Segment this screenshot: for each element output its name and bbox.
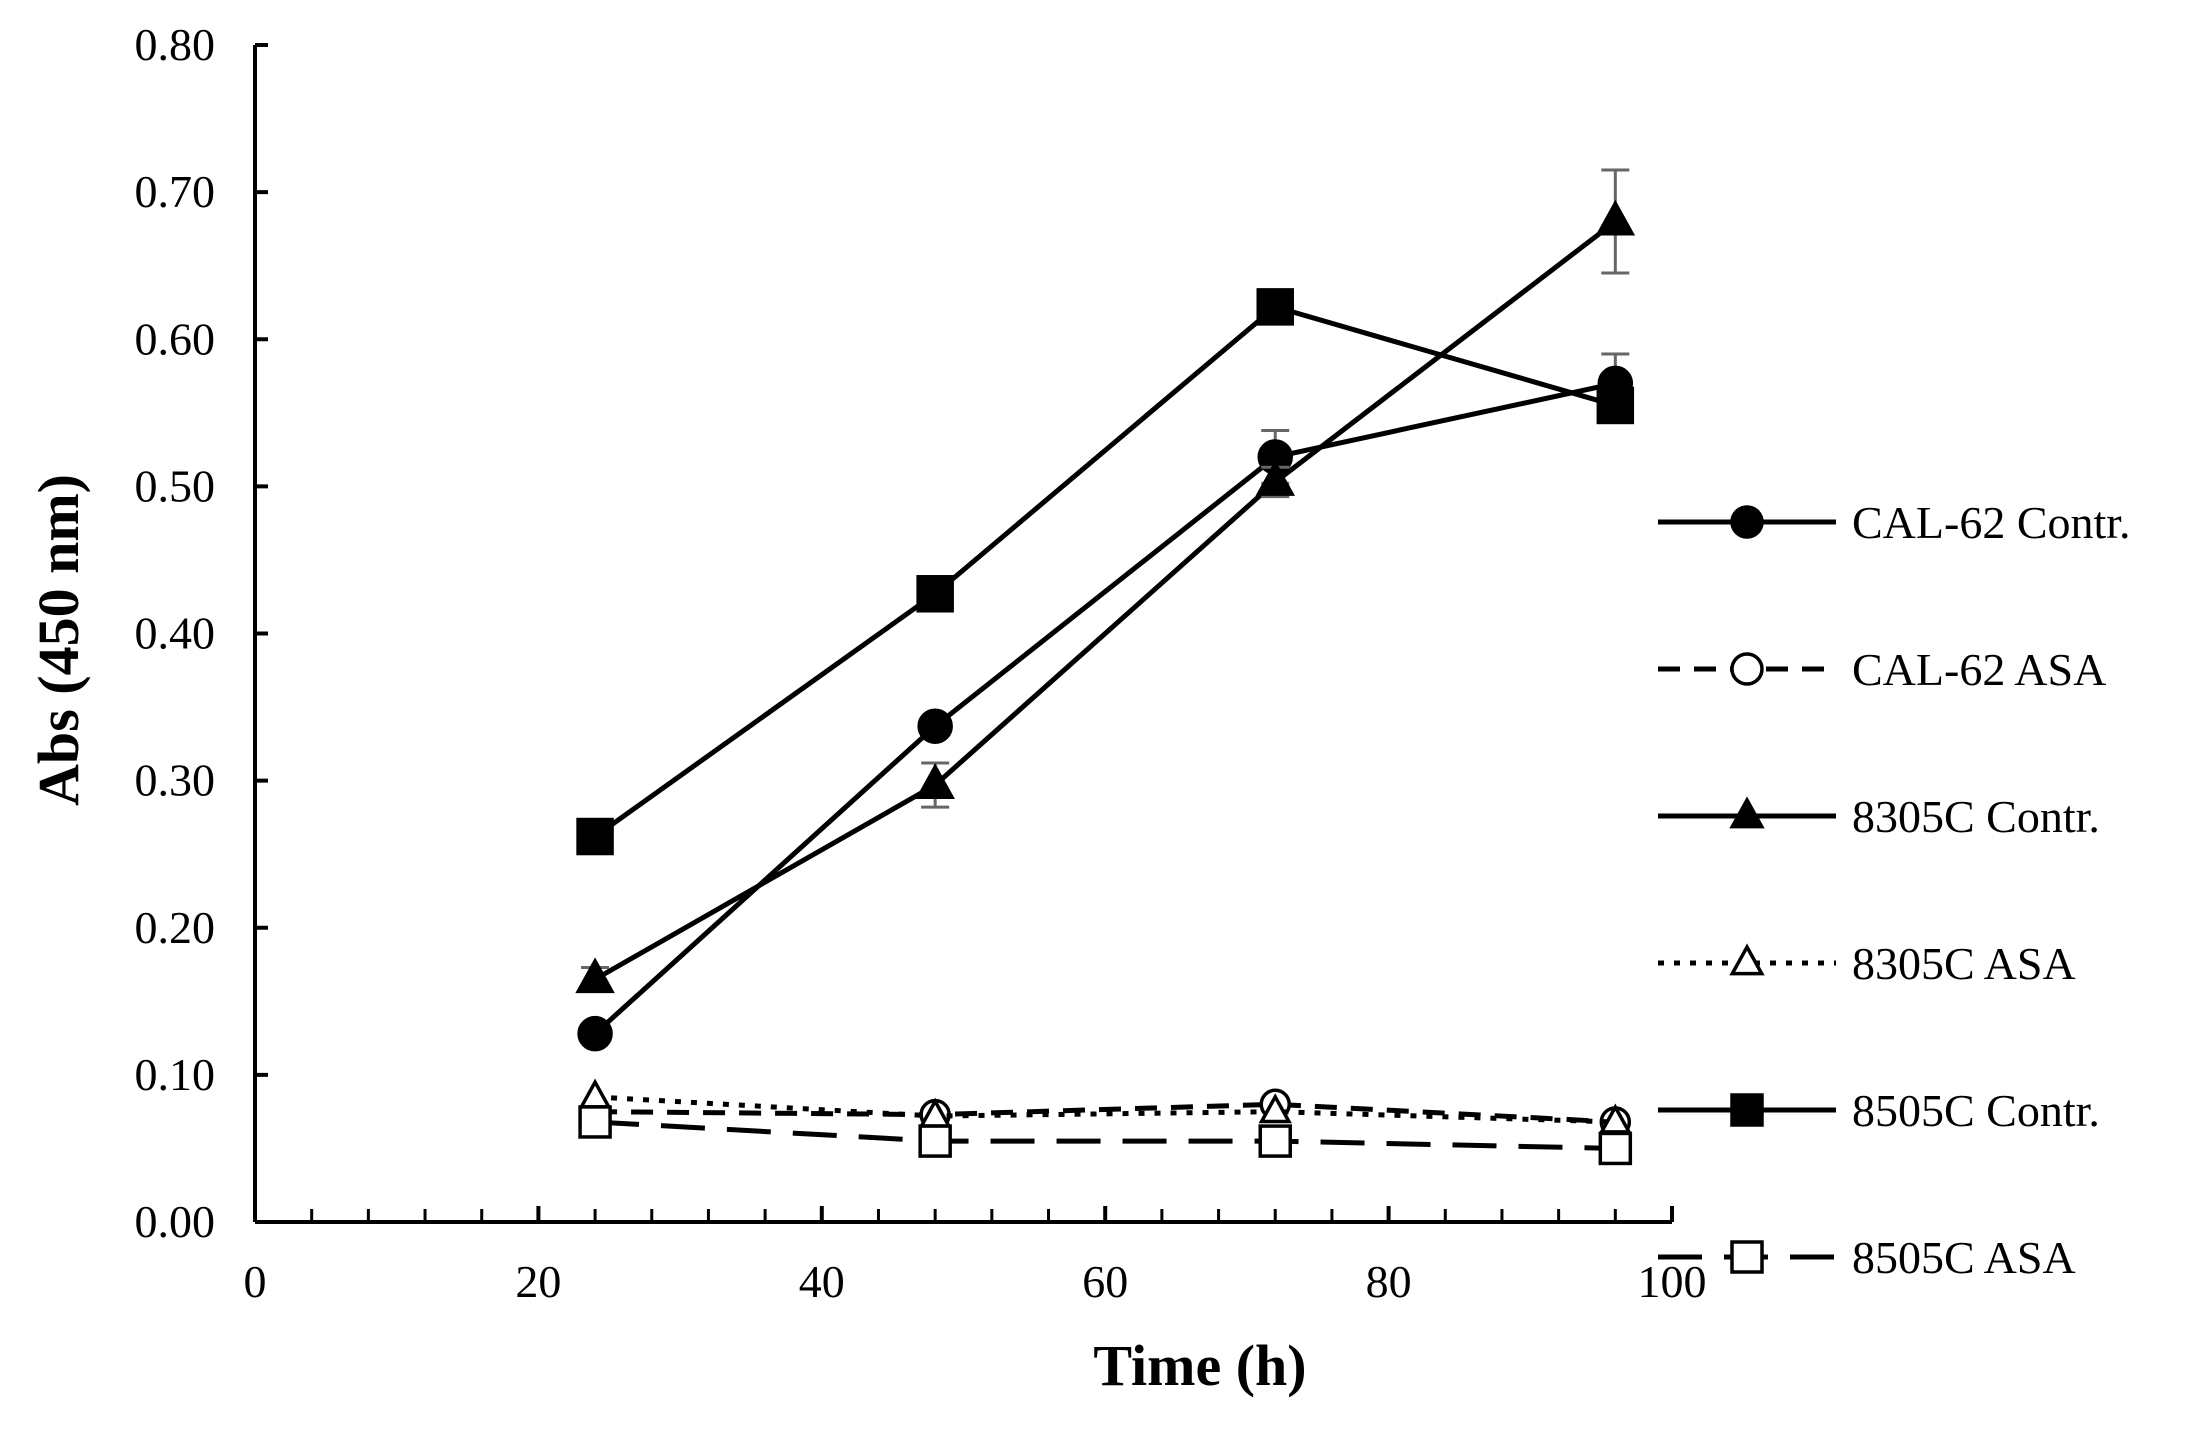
y-tick-label: 0.60: [135, 313, 216, 364]
data-point-8305c-asa: [1258, 1093, 1292, 1124]
legend-entry-cal-62-asa: CAL-62 ASA: [1658, 644, 2106, 695]
legend-entry-8505c-asa: 8505C ASA: [1658, 1232, 2076, 1283]
x-tick-label: 0: [244, 1256, 267, 1307]
data-point-8505c-contr: [916, 575, 954, 613]
data-point-8505c-asa: [1598, 1131, 1633, 1166]
data-point-cal-62-contr: [917, 708, 953, 744]
series-8505c-contr: [576, 288, 1635, 856]
series-line-cal-62-asa: [595, 1101, 1616, 1125]
x-tick-label: 80: [1366, 1256, 1412, 1307]
legend-marker: [1729, 796, 1765, 829]
x-tick-label: 60: [1082, 1256, 1128, 1307]
legend-entry-8305c-asa: 8305C ASA: [1658, 938, 2076, 989]
data-point-cal-62-contr: [577, 1015, 613, 1052]
y-tick-label: 0.10: [135, 1049, 216, 1100]
data-point-8505c-contr: [1596, 386, 1635, 425]
legend-label: CAL-62 Contr.: [1852, 497, 2131, 548]
data-point-8505c-contr: [576, 817, 614, 856]
x-tick-label: 100: [1638, 1256, 1707, 1307]
data-point-8305c-contr: [1595, 199, 1636, 236]
legend: CAL-62 Contr. CAL-62 ASA 8305C Contr. 8305C…: [1658, 497, 2131, 1283]
y-tick-label: 0.50: [135, 460, 216, 511]
data-point-8505c-asa: [1258, 1124, 1292, 1158]
data-point-8505c-asa: [918, 1124, 952, 1158]
data-point-8505c-contr: [1256, 288, 1294, 326]
legend-label: 8505C ASA: [1852, 1232, 2076, 1283]
legend-entry-cal-62-contr: CAL-62 Contr.: [1658, 497, 2131, 548]
y-tick-label: 0.40: [135, 608, 216, 659]
legend-marker: [1730, 652, 1764, 686]
y-tick-label: 0.70: [135, 166, 216, 217]
y-tick-label: 0.80: [135, 19, 216, 70]
legend-label: CAL-62 ASA: [1852, 644, 2106, 695]
legend-marker: [1729, 943, 1765, 976]
x-tick-label: 20: [515, 1256, 561, 1307]
y-tick-label: 0.00: [135, 1196, 216, 1247]
data-point-8305c-contr: [1255, 460, 1296, 496]
legend-label: 8505C Contr.: [1852, 1085, 2100, 1136]
series-layer: [575, 168, 1636, 1166]
legend-entry-8505c-contr: 8505C Contr.: [1658, 1085, 2100, 1136]
series-line-8305c-asa: [594, 1094, 1616, 1125]
series-8505c-asa: [578, 1105, 1633, 1166]
series-8305c-contr: [575, 168, 1636, 994]
y-tick-label: 0.30: [135, 755, 216, 806]
series-line-8305c-contr: [593, 219, 1617, 982]
series-line-8505c-contr: [593, 304, 1617, 839]
data-point-8305c-contr: [575, 957, 615, 994]
axes: 0.00 0.10 0.20 0.30 0.40 0.50 0.60 0.70 0.80 0 20 4…: [135, 19, 1707, 1307]
data-point-8305c-contr: [915, 763, 955, 799]
legend-label: 8305C ASA: [1852, 938, 2076, 989]
legend-entry-8305c-contr: 8305C Contr.: [1658, 791, 2100, 842]
legend-label: 8305C Contr.: [1852, 791, 2100, 842]
legend-marker: [1730, 1093, 1764, 1127]
series-line-8505c-asa: [594, 1119, 1616, 1151]
data-point-8505c-asa: [578, 1105, 612, 1139]
x-tick-label: 40: [799, 1256, 845, 1307]
y-axis-title: Abs (450 nm): [26, 474, 91, 806]
y-tick-label: 0.20: [135, 902, 216, 953]
legend-marker: [1730, 505, 1764, 539]
x-axis-title: Time (h): [1093, 1333, 1306, 1398]
legend-marker: [1730, 1240, 1764, 1274]
